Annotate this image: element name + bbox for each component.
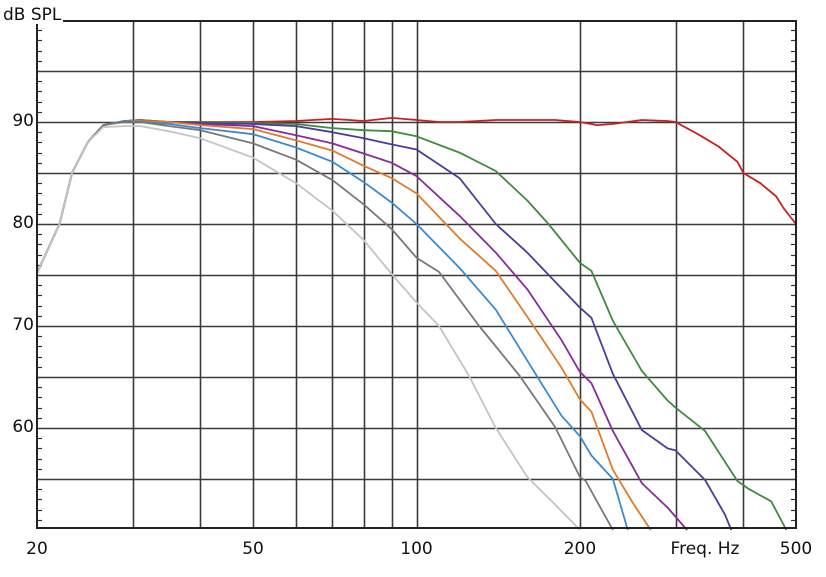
grid-lines <box>37 21 796 528</box>
y-tick-label: 90 <box>12 111 34 131</box>
x-tick-label: 200 <box>563 539 597 559</box>
series-curve-3-dark-blue <box>36 120 733 531</box>
series-curve-1-red <box>36 117 797 274</box>
y-axis-title: dB SPL <box>3 5 64 25</box>
x-tick-label: 500 <box>779 539 813 559</box>
y-tick-label: 70 <box>12 315 34 335</box>
x-axis-title: Freq. Hz <box>670 539 740 559</box>
y-tick-label: 80 <box>12 213 34 233</box>
y-tick-label: 60 <box>12 417 34 437</box>
series-curve-4-purple <box>36 120 688 531</box>
series-curve-5-orange <box>36 120 652 531</box>
series-curve-2-green <box>36 119 788 531</box>
data-series <box>36 117 797 531</box>
series-curve-8-light-gray <box>36 125 581 531</box>
x-tick-label: 50 <box>242 539 264 559</box>
x-tick-label: 20 <box>26 539 48 559</box>
series-curve-7-gray <box>36 121 614 531</box>
x-tick-label: 100 <box>400 539 433 559</box>
plot-frame <box>36 20 797 529</box>
